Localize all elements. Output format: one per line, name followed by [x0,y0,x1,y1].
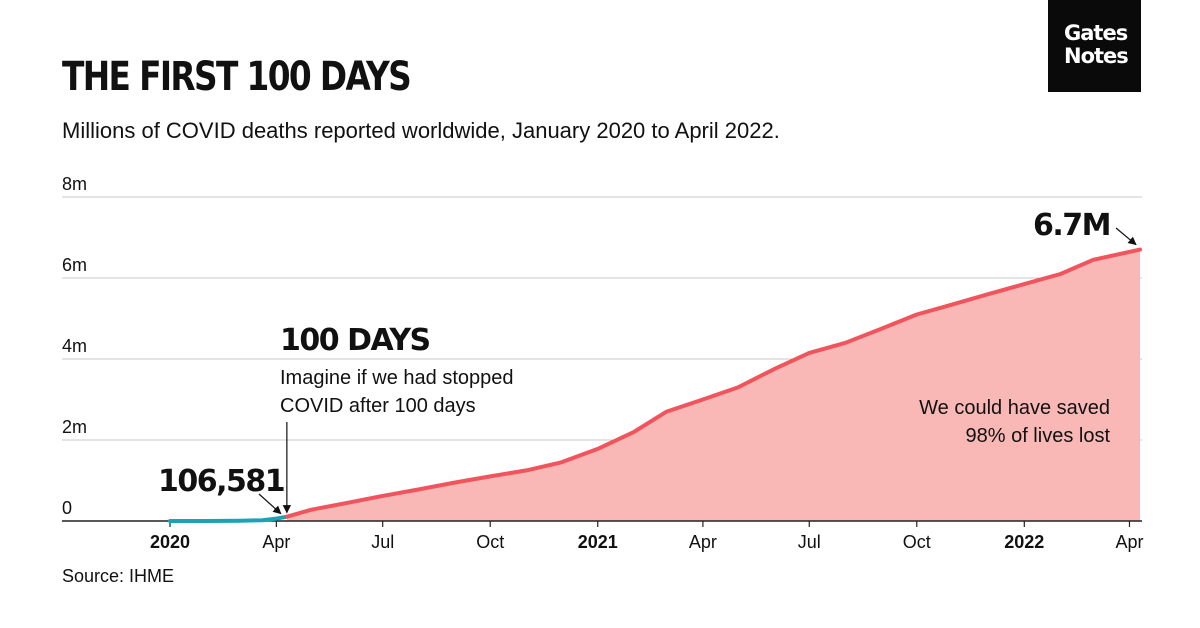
x-tick-label: Jul [798,532,821,552]
x-tick-label: Oct [476,532,504,552]
source-note: Source: IHME [62,566,175,586]
y-tick-label: 8m [62,174,87,194]
chart-subtitle: Millions of COVID deaths reported worldw… [62,118,780,143]
area-after-100-days [286,249,1140,521]
x-tick-label: Jul [371,532,394,552]
series-line-first-100-days [168,514,289,523]
y-tick-labels: 0 2m 4m 6m 8m [62,174,87,518]
annotation-100-days-line-2: COVID after 100 days [280,395,476,417]
annotation-start-value: 106,581 [158,464,284,499]
annotation-end-value: 6.7M [1033,208,1110,243]
x-tick-label: 2022 [1004,532,1044,552]
y-tick-label: 6m [62,255,87,275]
annotation-saved-line-1: We could have saved [919,397,1110,419]
x-tick-label: Apr [689,532,717,552]
annotation-start-arrow [258,493,282,515]
y-tick-label: 2m [62,417,87,437]
logo-line-1: Gates [1064,21,1128,45]
x-tick-label: 2021 [578,532,618,552]
y-tick-label: 4m [62,336,87,356]
x-tick-label: Oct [903,532,931,552]
y-tick-label: 0 [62,498,72,518]
logo-line-2: Notes [1064,44,1129,68]
gates-notes-logo: Gates Notes [1048,0,1141,92]
series-line-after-100-days [284,247,1142,519]
chart-title: THE FIRST 100 DAYS [62,54,412,100]
x-tick-label: Apr [262,532,290,552]
annotation-saved-line-2: 98% of lives lost [965,425,1110,447]
annotation-100-days-title: 100 DAYS [280,323,430,358]
x-tick-label: Apr [1115,532,1143,552]
x-tick-label: 2020 [150,532,190,552]
annotation-end-arrow [1115,227,1137,246]
annotation-100-days-line-1: Imagine if we had stopped [280,367,514,389]
x-axis-ticks: 2020 Apr Jul Oct 2021 Apr Jul Oct 2022 Apr [150,521,1143,552]
